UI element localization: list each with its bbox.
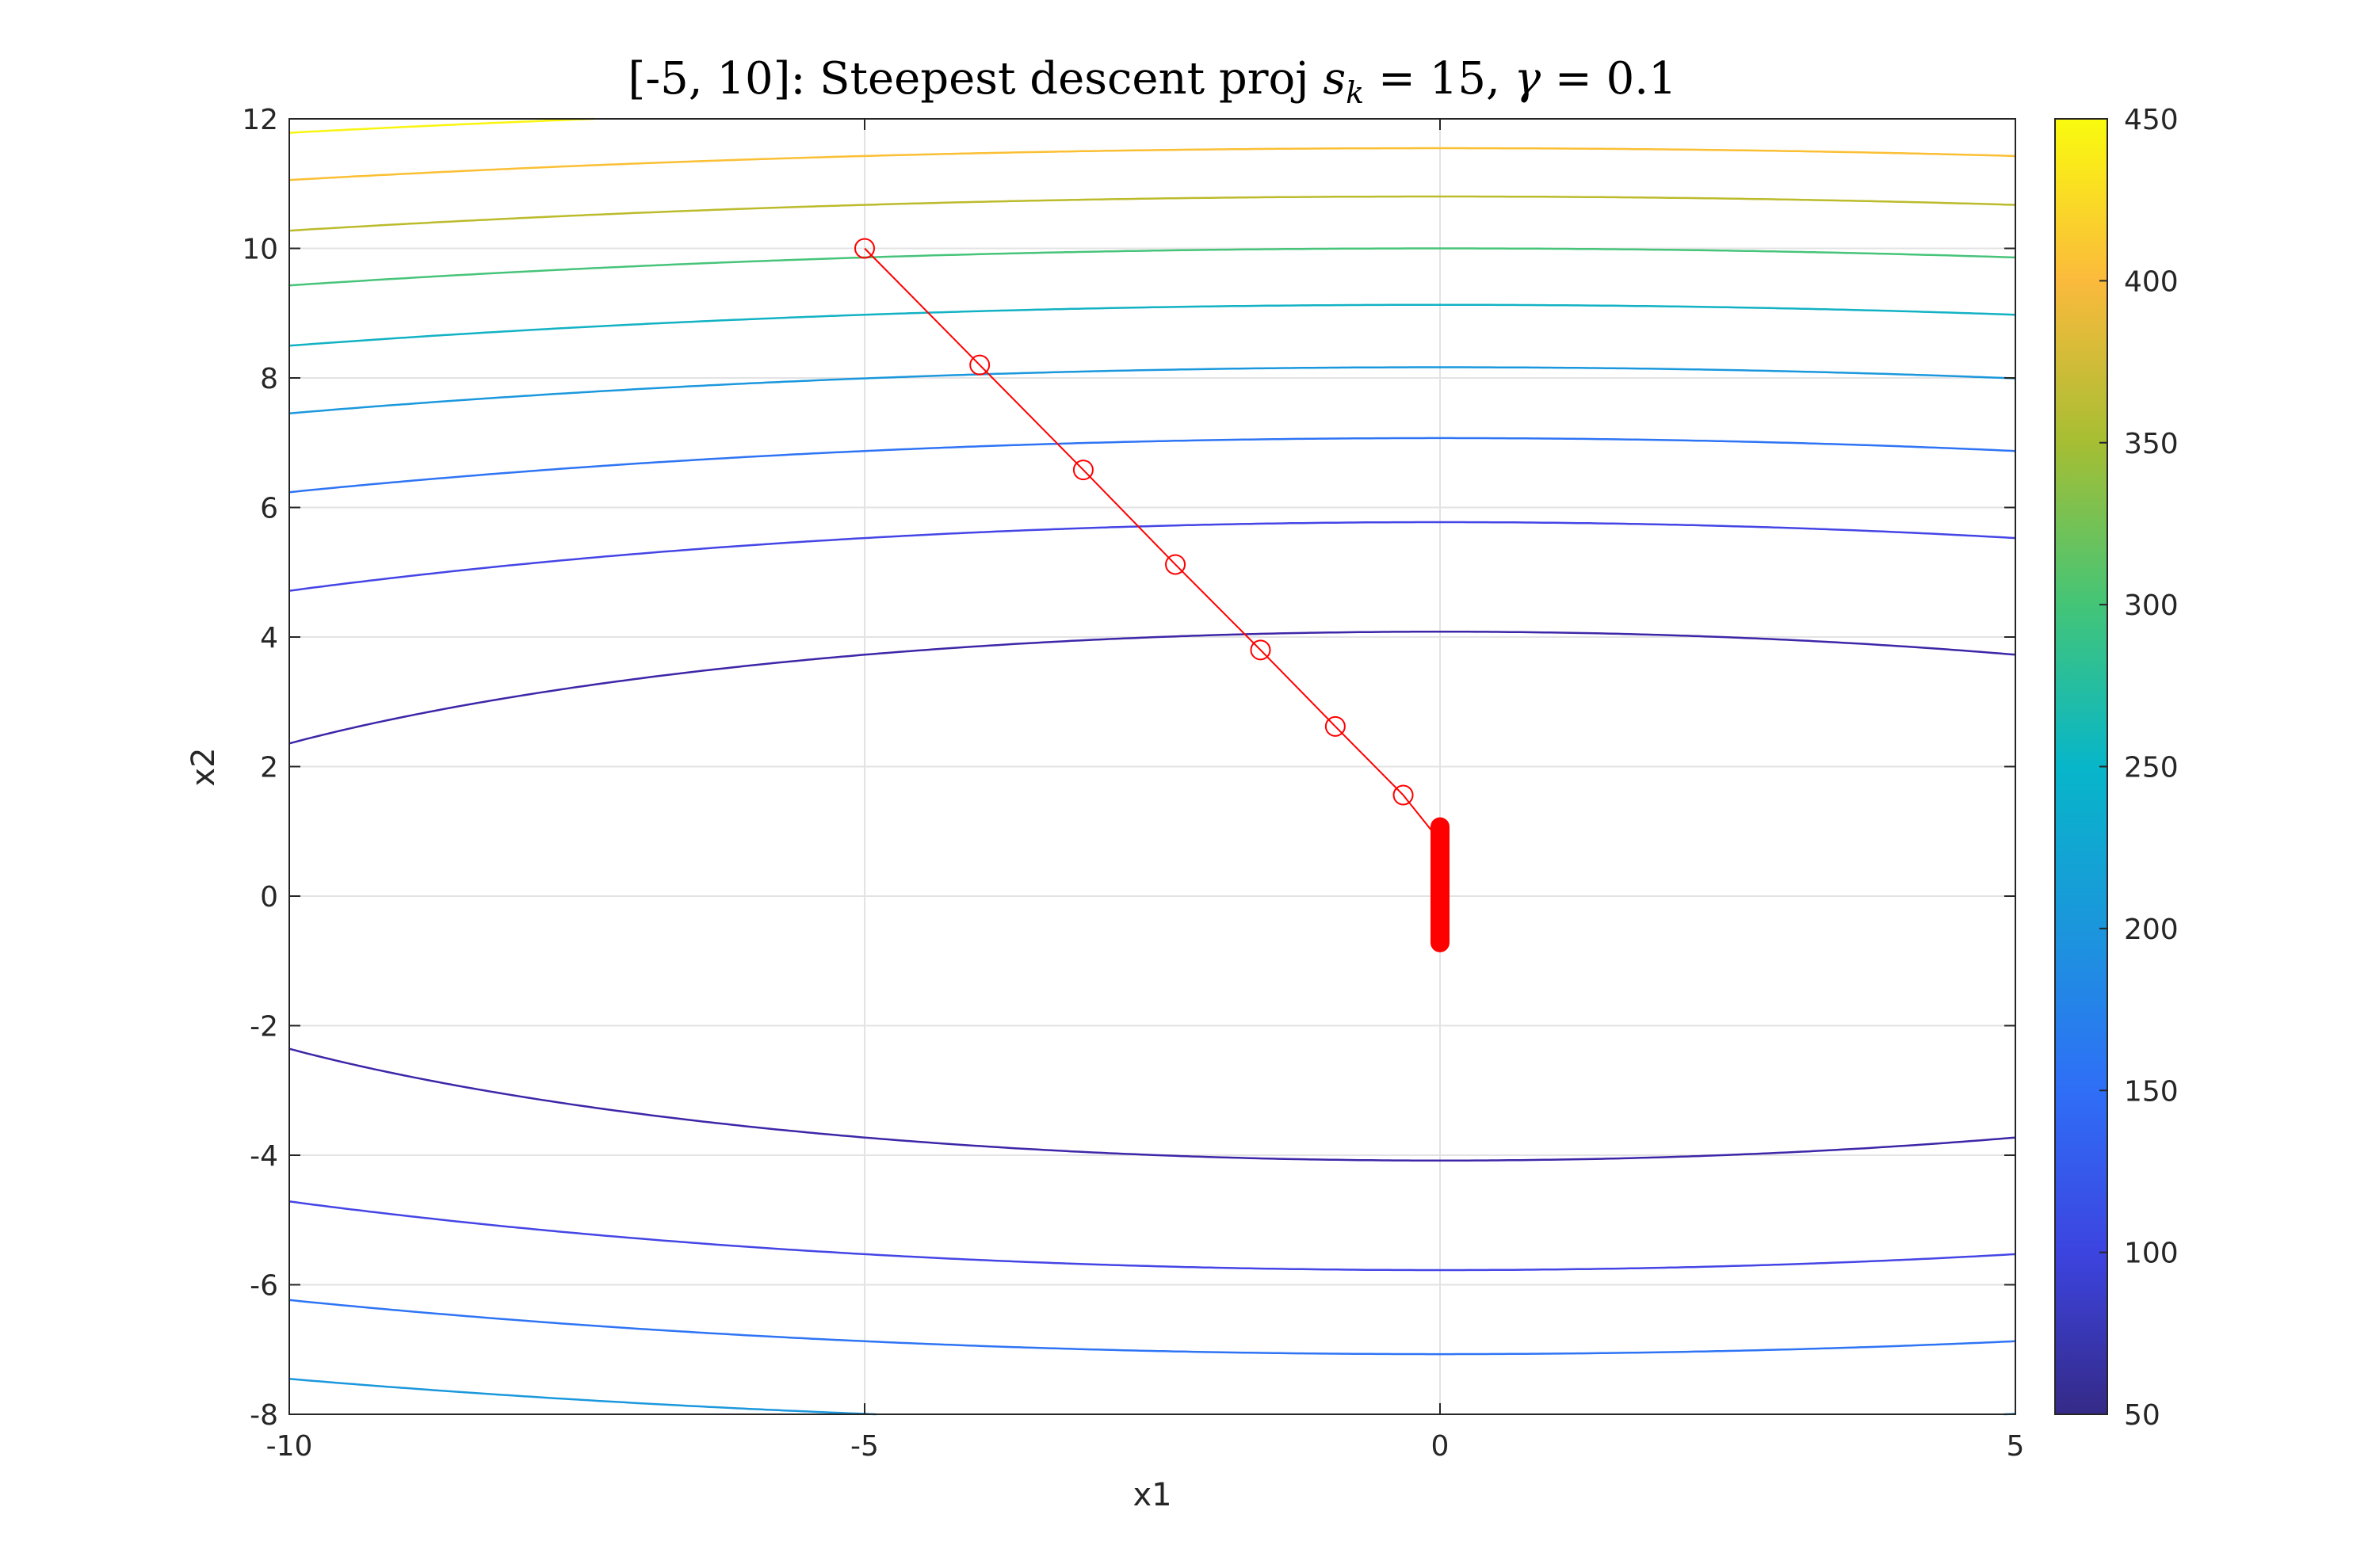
- axes-ticks: -10 -5 0 5 -8 -6 -4 -2 0 2 4 6 8 10 12: [242, 104, 2024, 1463]
- y-tick-label: -4: [250, 1140, 278, 1173]
- x-axis-label: x1: [1133, 1477, 1171, 1513]
- y-tick-label: 10: [242, 234, 278, 266]
- contour-line-350: [288, 195, 2016, 232]
- colorbar-tick-label: 350: [2124, 428, 2179, 460]
- y-tick-label: -2: [250, 1011, 278, 1043]
- colorbar-tick-label: 100: [2124, 1238, 2179, 1270]
- colorbar-ticks: 50 100 150 200 250 300 350 400 450: [2099, 104, 2179, 1432]
- contour-line-200: [288, 366, 2016, 414]
- y-tick-label: 4: [260, 622, 278, 654]
- y-tick-label: 0: [260, 881, 278, 914]
- colorbar: [2054, 118, 2108, 1415]
- contour-line-100: [288, 521, 2016, 592]
- iterate-marker: [969, 354, 991, 376]
- contour-line-50: [288, 631, 2016, 745]
- y-axis-label: x2: [185, 747, 222, 786]
- contour-line-150: [288, 1299, 2016, 1356]
- colorbar-tick-label: 50: [2124, 1399, 2160, 1432]
- y-tick-label: 6: [260, 493, 278, 525]
- y-tick-label: 2: [260, 752, 278, 784]
- iterate-line: [864, 247, 1441, 842]
- y-tick-label: -6: [250, 1270, 278, 1303]
- y-tick-label: 8: [260, 363, 278, 395]
- colorbar-tick-label: 400: [2124, 265, 2179, 298]
- contour-line-300: [288, 247, 2016, 287]
- contour-line-100: [288, 1200, 2016, 1272]
- iterate-marker: [1392, 784, 1414, 806]
- y-tick-label: -8: [250, 1399, 278, 1432]
- x-tick-label: 5: [2007, 1430, 2025, 1463]
- iterate-marker: [1165, 554, 1186, 575]
- contour-line-450: [288, 117, 594, 134]
- x-tick-label: -5: [850, 1430, 879, 1463]
- contour-line-50: [288, 1047, 2016, 1162]
- colorbar-tick-label: 150: [2124, 1075, 2179, 1108]
- chart-title: [-5, 10]: Steepest descent proj sk = 15,…: [628, 53, 1676, 110]
- iterate-marker: [1250, 639, 1271, 661]
- descent-path: [854, 238, 1450, 952]
- y-tick-label: 12: [242, 104, 278, 136]
- x-tick-label: -10: [266, 1430, 313, 1463]
- colorbar-tick-label: 450: [2124, 104, 2179, 136]
- colorbar-tick-label: 300: [2124, 589, 2179, 622]
- colorbar-tick-label: 200: [2124, 914, 2179, 946]
- iterate-marker: [1072, 460, 1094, 481]
- iterate-marker: [1324, 715, 1346, 737]
- contour-line-250: [288, 303, 2016, 347]
- x-tick-label: 0: [1431, 1430, 1450, 1463]
- iterate-marker: [854, 238, 875, 259]
- colorbar-tick-label: 250: [2124, 752, 2179, 784]
- contour-line-150: [288, 437, 2016, 494]
- contour-line-400: [288, 147, 2016, 181]
